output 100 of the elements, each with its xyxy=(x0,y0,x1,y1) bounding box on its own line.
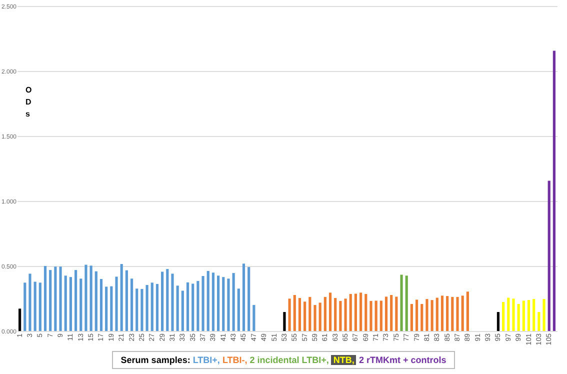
bar xyxy=(298,298,302,331)
bar xyxy=(28,274,32,331)
bar xyxy=(456,296,459,331)
bar xyxy=(150,282,154,331)
bar xyxy=(49,270,52,331)
bar xyxy=(354,294,358,331)
bar xyxy=(115,276,118,331)
bar xyxy=(380,300,382,331)
bar xyxy=(502,302,505,331)
bar xyxy=(64,276,67,331)
bar xyxy=(384,296,388,331)
bar xyxy=(415,300,418,331)
bar xyxy=(314,305,316,331)
bar xyxy=(34,282,36,331)
bar xyxy=(405,276,408,331)
text: NTB, xyxy=(331,355,356,365)
bar xyxy=(426,299,428,331)
bar xyxy=(212,272,214,331)
bar xyxy=(324,296,326,331)
bar xyxy=(242,264,246,331)
bar xyxy=(140,289,144,331)
bar xyxy=(538,312,540,331)
bar xyxy=(288,298,291,331)
bar xyxy=(146,284,148,331)
bar xyxy=(370,300,372,331)
bar xyxy=(360,292,362,331)
bar xyxy=(395,296,398,331)
bar xyxy=(507,298,510,331)
bar xyxy=(130,278,134,331)
bar xyxy=(18,308,22,331)
bar xyxy=(110,286,113,331)
bar xyxy=(222,277,225,331)
bar xyxy=(410,304,413,331)
bar xyxy=(552,50,556,331)
bar xyxy=(54,266,57,331)
bar xyxy=(186,282,190,331)
bar xyxy=(318,302,322,331)
bar xyxy=(446,296,449,331)
bar xyxy=(548,180,550,331)
bar xyxy=(390,294,393,331)
bar xyxy=(304,302,306,331)
bar xyxy=(156,284,159,331)
bar xyxy=(466,292,469,331)
bar xyxy=(90,266,92,331)
bar xyxy=(374,300,378,331)
text: 2 incidental LTBI+, xyxy=(250,355,329,365)
bar xyxy=(69,277,72,331)
bar xyxy=(136,288,138,331)
bar xyxy=(328,292,332,331)
bar xyxy=(542,299,546,331)
bar xyxy=(512,298,515,331)
bar xyxy=(527,300,530,331)
bar xyxy=(192,284,194,331)
bar xyxy=(364,294,368,331)
bar xyxy=(166,268,169,331)
bar xyxy=(293,294,296,331)
bar xyxy=(532,299,536,331)
legend-title: Serum samples: xyxy=(120,355,190,365)
bar xyxy=(44,266,47,331)
bar xyxy=(216,276,220,331)
bar xyxy=(451,296,454,331)
bar xyxy=(196,280,200,331)
bar xyxy=(80,278,82,331)
bar xyxy=(232,273,235,331)
bar xyxy=(248,267,250,331)
bar xyxy=(430,300,434,331)
bar xyxy=(171,274,174,331)
bar xyxy=(125,270,128,331)
bar xyxy=(339,300,342,331)
bar xyxy=(283,312,286,331)
bar xyxy=(59,266,62,331)
bar xyxy=(74,270,78,331)
bar xyxy=(436,298,438,331)
text: 2 rTMKmt + controls xyxy=(358,355,446,365)
bar xyxy=(24,282,26,331)
bar xyxy=(344,298,347,331)
bar xyxy=(440,296,444,331)
bar xyxy=(176,286,179,331)
bar xyxy=(334,298,337,331)
y-axis-title: ODs xyxy=(26,86,32,118)
bar xyxy=(522,300,525,331)
bar xyxy=(237,288,240,331)
bar xyxy=(400,274,403,331)
bar xyxy=(100,279,103,331)
text: LTBI+, xyxy=(192,355,220,365)
bar xyxy=(517,304,520,331)
bar xyxy=(161,272,164,331)
bar xyxy=(420,304,424,331)
bar xyxy=(496,312,500,331)
bar xyxy=(94,271,98,331)
bar xyxy=(227,278,230,331)
bar xyxy=(252,305,256,331)
bar xyxy=(349,294,352,331)
bar xyxy=(84,264,88,331)
bar xyxy=(181,290,184,331)
bar xyxy=(38,282,42,331)
bar xyxy=(202,276,204,331)
bar xyxy=(120,264,123,331)
bar xyxy=(308,296,312,331)
bar xyxy=(206,270,210,331)
